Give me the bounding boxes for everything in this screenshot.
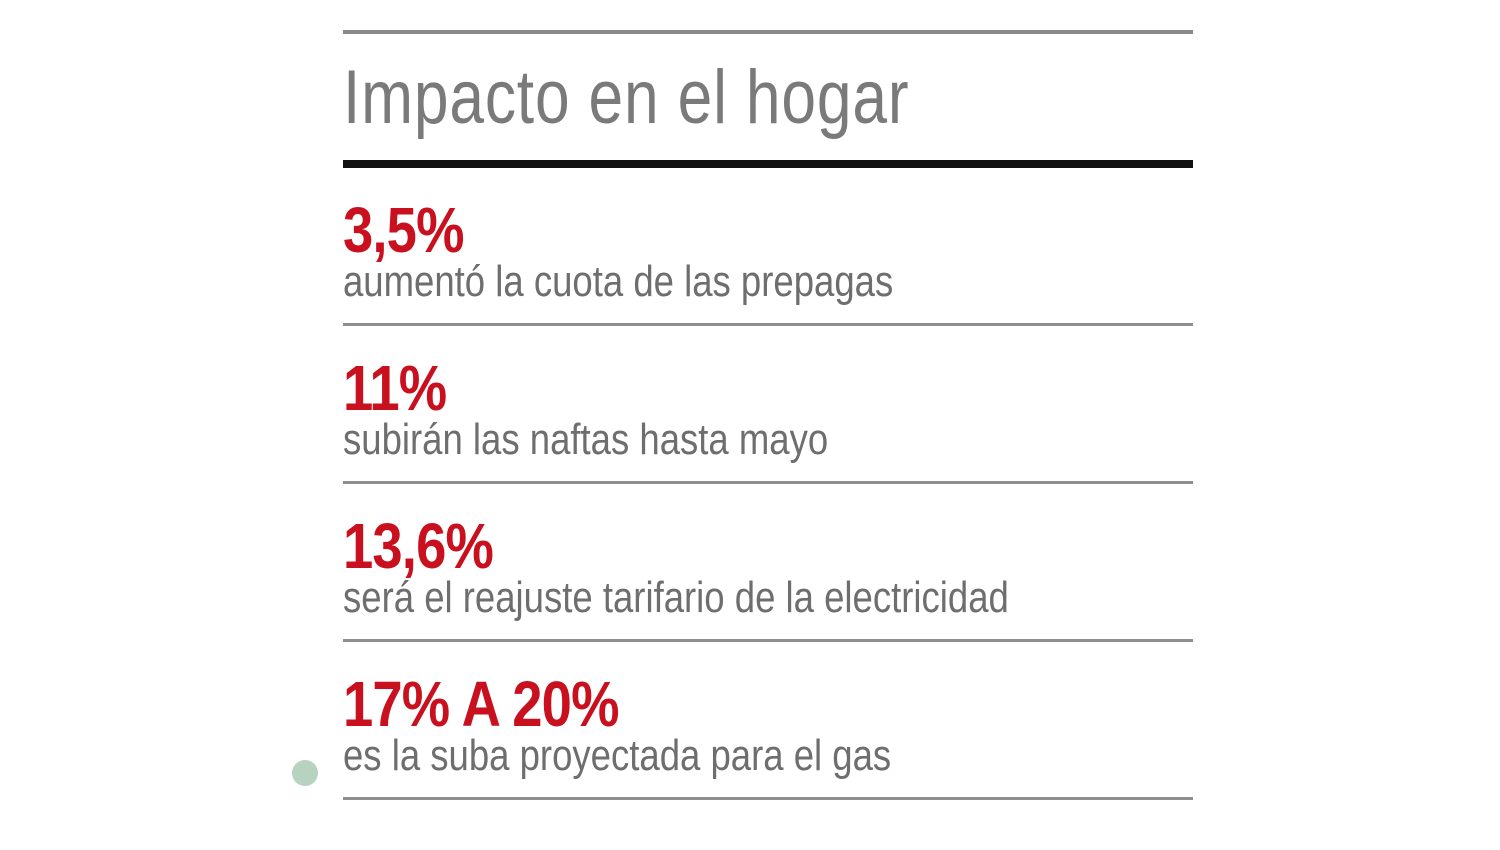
stat-item-gas: 17% A 20% es la suba proyectada para el … <box>343 642 1193 800</box>
stat-value: 13,6% <box>343 510 494 582</box>
stat-description: será el reajuste tarifario de la electri… <box>343 573 1009 622</box>
stat-value: 3,5% <box>343 194 464 266</box>
stat-description: aumentó la cuota de las prepagas <box>343 257 894 306</box>
stat-value: 11% <box>343 352 447 424</box>
stat-item-prepagas: 3,5% aumentó la cuota de las prepagas <box>343 168 1193 326</box>
bullet-dot-icon <box>292 760 318 786</box>
stat-value: 17% A 20% <box>343 668 619 740</box>
infographic-title: Impacto en el hogar <box>343 55 910 140</box>
stat-description: es la suba proyectada para el gas <box>343 731 892 780</box>
stat-description: subirán las naftas hasta mayo <box>343 415 829 464</box>
stat-item-naftas: 11% subirán las naftas hasta mayo <box>343 326 1193 484</box>
top-divider <box>343 30 1193 34</box>
stat-item-electricidad: 13,6% será el reajuste tarifario de la e… <box>343 484 1193 642</box>
title-divider <box>343 160 1193 168</box>
infographic-panel: Impacto en el hogar 3,5% aumentó la cuot… <box>343 30 1193 800</box>
